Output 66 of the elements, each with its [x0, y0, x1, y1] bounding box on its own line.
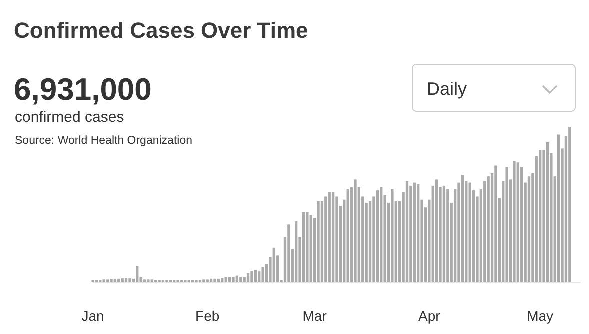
text: confirmed cases	[15, 109, 124, 126]
bar	[442, 186, 446, 282]
bar	[232, 277, 235, 282]
bar	[435, 180, 438, 282]
bar	[221, 278, 224, 282]
annotation: Source: World Health Organization	[15, 135, 192, 147]
bar	[236, 276, 239, 282]
bar	[376, 190, 379, 282]
bar	[250, 271, 254, 282]
bar	[417, 184, 420, 282]
bar	[354, 180, 357, 282]
bar	[240, 277, 242, 282]
bar	[217, 278, 220, 282]
bar	[118, 278, 120, 282]
bar	[461, 175, 464, 282]
bar	[214, 278, 216, 282]
bar	[246, 273, 250, 282]
bar	[391, 189, 394, 282]
bar	[568, 127, 572, 282]
x-tick-label: Mar	[302, 308, 328, 324]
bar	[228, 277, 232, 282]
bar	[513, 161, 516, 282]
bar	[243, 277, 246, 282]
bar	[136, 266, 139, 282]
bar	[494, 166, 498, 282]
bar	[468, 182, 472, 282]
bar	[506, 167, 508, 282]
bar	[302, 212, 306, 282]
chart-subtitle: 6,931,000	[14, 72, 152, 107]
bar	[528, 176, 531, 282]
bar	[121, 278, 124, 282]
bar	[306, 212, 309, 282]
bar	[317, 201, 320, 282]
bar	[332, 192, 335, 282]
bar	[413, 182, 416, 282]
bar	[328, 192, 331, 282]
bar	[110, 279, 113, 282]
bar	[539, 150, 542, 282]
x-tick-label: May	[527, 308, 554, 324]
bar	[124, 278, 128, 282]
bar	[487, 176, 490, 282]
chart-title: Confirmed Cases Over Time	[14, 18, 308, 43]
bar	[380, 187, 383, 282]
bar	[320, 201, 324, 282]
bar	[516, 162, 520, 282]
bar	[210, 278, 213, 282]
bar	[224, 277, 228, 282]
bar	[557, 134, 560, 282]
x-tick-label: Apr	[418, 308, 441, 324]
bar	[254, 270, 257, 282]
bar	[272, 248, 276, 282]
bar	[368, 201, 372, 282]
x-tick-label: Jan	[82, 308, 104, 324]
bar	[346, 189, 350, 282]
bar	[262, 266, 264, 282]
text: Daily	[427, 79, 468, 99]
bar	[128, 278, 132, 282]
bar	[446, 189, 450, 282]
x-tick-label: Feb	[196, 308, 220, 324]
bar	[406, 181, 409, 282]
bar	[310, 215, 312, 282]
bar	[295, 222, 298, 282]
bar	[546, 142, 550, 282]
bar	[288, 224, 290, 282]
bar	[114, 278, 117, 282]
bar	[410, 186, 412, 282]
